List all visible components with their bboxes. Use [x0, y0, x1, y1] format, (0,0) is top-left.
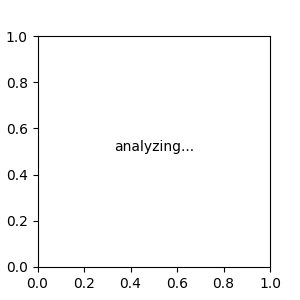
Text: analyzing...: analyzing... — [114, 140, 194, 154]
